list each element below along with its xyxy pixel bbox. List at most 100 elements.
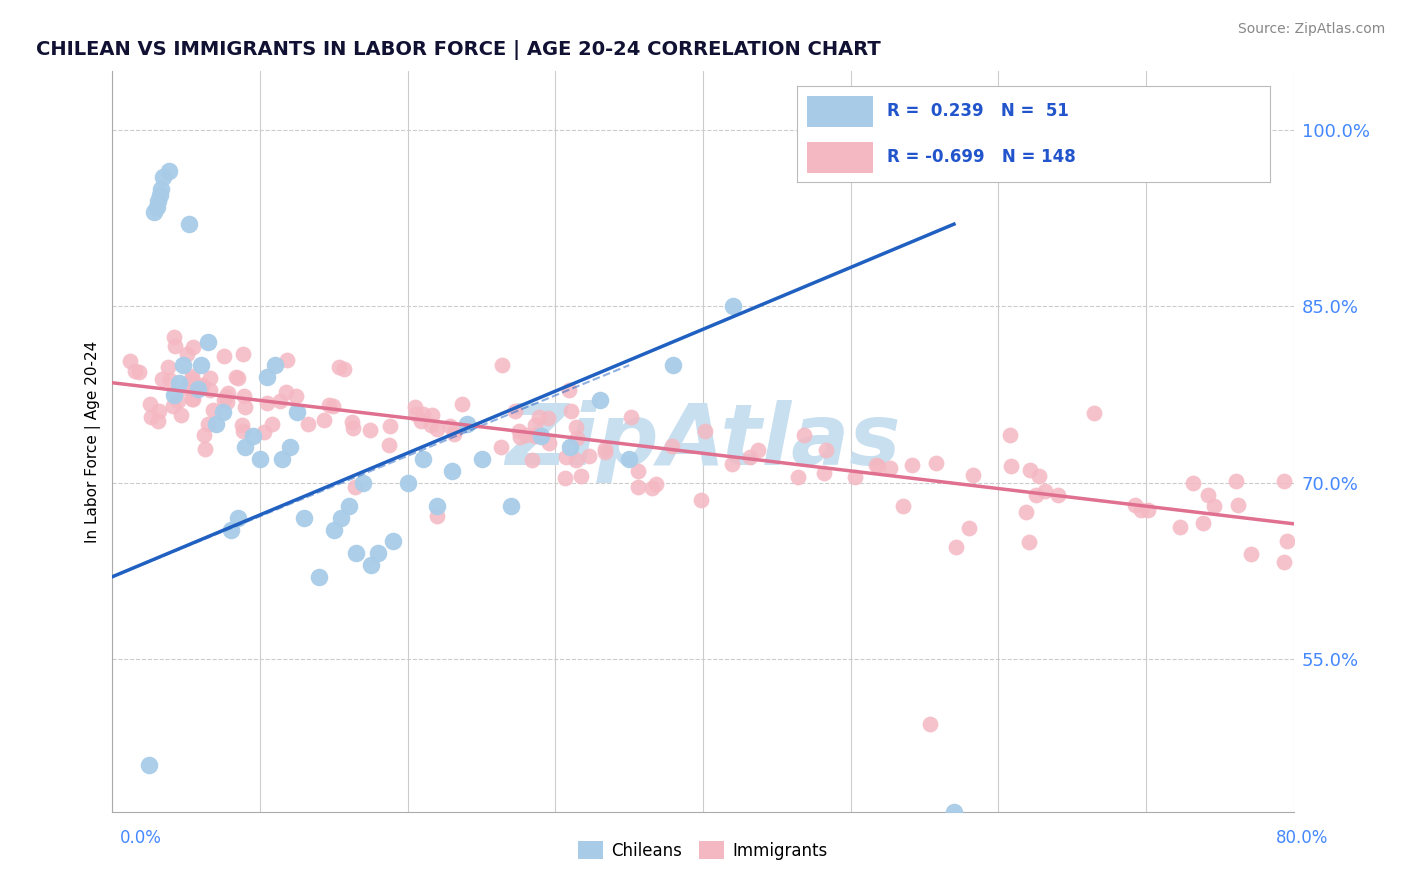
Point bbox=[191, 378, 214, 392]
Legend: Chileans, Immigrants: Chileans, Immigrants bbox=[572, 835, 834, 866]
Point bbox=[212, 393, 235, 408]
Point bbox=[176, 347, 198, 361]
Point bbox=[426, 509, 449, 524]
Point bbox=[190, 379, 212, 393]
Point bbox=[148, 414, 170, 428]
Point bbox=[405, 407, 427, 421]
Point bbox=[558, 441, 582, 455]
Point bbox=[190, 358, 212, 372]
Point bbox=[508, 425, 530, 439]
Point bbox=[593, 442, 616, 456]
Point bbox=[420, 417, 443, 432]
Point bbox=[1136, 503, 1159, 517]
Point bbox=[501, 499, 523, 513]
Point bbox=[276, 384, 298, 399]
Point bbox=[170, 408, 193, 422]
Point bbox=[565, 431, 588, 445]
Point bbox=[1272, 475, 1295, 489]
Point bbox=[146, 200, 169, 214]
Point bbox=[957, 521, 980, 535]
Point bbox=[183, 381, 205, 395]
Point bbox=[1083, 406, 1105, 420]
Point bbox=[159, 373, 181, 387]
Point bbox=[396, 475, 419, 490]
Point bbox=[157, 164, 180, 178]
Point bbox=[451, 397, 474, 411]
Point bbox=[1018, 535, 1040, 549]
Point bbox=[489, 440, 512, 454]
Point bbox=[205, 417, 228, 431]
Point bbox=[1015, 505, 1038, 519]
Point bbox=[225, 369, 247, 384]
Point bbox=[747, 443, 769, 458]
Point bbox=[690, 493, 713, 508]
Point bbox=[813, 467, 835, 481]
Point bbox=[537, 436, 560, 450]
Point bbox=[1275, 533, 1298, 548]
Text: CHILEAN VS IMMIGRANTS IN LABOR FORCE | AGE 20-24 CORRELATION CHART: CHILEAN VS IMMIGRANTS IN LABOR FORCE | A… bbox=[35, 39, 880, 60]
Point bbox=[276, 353, 298, 368]
Point bbox=[180, 368, 202, 383]
Point bbox=[411, 413, 433, 427]
Point bbox=[1033, 483, 1056, 498]
Point bbox=[661, 439, 683, 453]
Point bbox=[150, 372, 173, 386]
Point bbox=[844, 470, 866, 484]
Point bbox=[554, 471, 576, 485]
Point bbox=[426, 422, 449, 436]
Point bbox=[1123, 498, 1146, 512]
Point bbox=[439, 419, 461, 434]
Point bbox=[256, 396, 278, 410]
Point bbox=[181, 392, 204, 406]
Point bbox=[382, 534, 405, 549]
Point bbox=[179, 217, 201, 231]
Point bbox=[332, 362, 354, 376]
Text: Source: ZipAtlas.com: Source: ZipAtlas.com bbox=[1237, 22, 1385, 37]
Point bbox=[360, 558, 382, 572]
Point bbox=[212, 349, 235, 363]
Point bbox=[1204, 499, 1226, 513]
Point bbox=[352, 475, 374, 490]
Point bbox=[308, 570, 330, 584]
Point bbox=[503, 403, 526, 417]
Point bbox=[644, 477, 666, 491]
Point bbox=[193, 428, 215, 442]
Point bbox=[198, 383, 221, 397]
Point bbox=[693, 425, 716, 439]
Point bbox=[187, 382, 209, 396]
Text: 80.0%: 80.0% bbox=[1277, 829, 1329, 847]
Point bbox=[148, 403, 170, 417]
Point bbox=[285, 405, 308, 419]
Point bbox=[1226, 498, 1249, 512]
Point bbox=[560, 404, 582, 418]
Point bbox=[1181, 475, 1204, 490]
Point bbox=[557, 383, 579, 397]
Point bbox=[249, 452, 271, 467]
Point bbox=[411, 452, 433, 467]
Point bbox=[152, 170, 174, 185]
Point bbox=[253, 425, 276, 439]
Point bbox=[1046, 488, 1069, 502]
Point bbox=[271, 452, 294, 467]
Text: 0.0%: 0.0% bbox=[120, 829, 162, 847]
Point bbox=[202, 403, 225, 417]
Point bbox=[891, 499, 914, 513]
Point bbox=[232, 424, 254, 438]
Point bbox=[426, 499, 449, 513]
Point bbox=[278, 441, 301, 455]
Point bbox=[524, 418, 547, 433]
Point bbox=[197, 417, 219, 432]
Point bbox=[138, 397, 160, 411]
Point bbox=[242, 428, 264, 442]
Point bbox=[269, 393, 291, 408]
Point bbox=[264, 358, 287, 372]
Point bbox=[564, 420, 586, 434]
Point bbox=[529, 428, 551, 442]
Point bbox=[163, 338, 186, 352]
Y-axis label: In Labor Force | Age 20-24: In Labor Force | Age 20-24 bbox=[86, 341, 101, 542]
Point bbox=[456, 417, 478, 431]
Point bbox=[865, 458, 887, 473]
Point bbox=[322, 400, 344, 414]
Point bbox=[157, 360, 180, 375]
Point bbox=[128, 365, 150, 379]
